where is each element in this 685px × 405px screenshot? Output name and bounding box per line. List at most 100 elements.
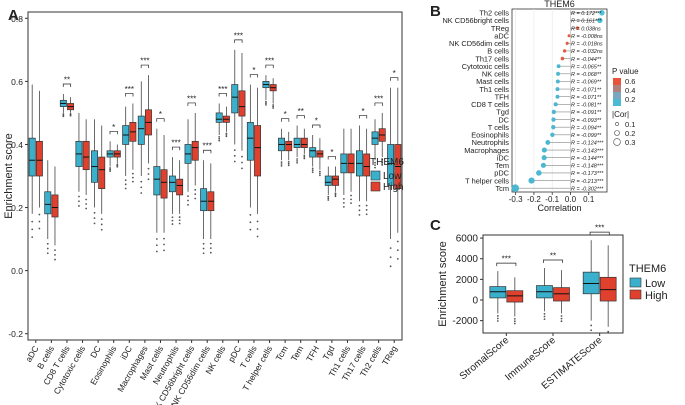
outlier-point [350, 194, 352, 197]
significance-bracket [125, 93, 134, 97]
outlier-point [38, 213, 41, 216]
cor-legend-label: 0.1 [625, 120, 635, 129]
box-iqr [51, 194, 59, 218]
box-iqr [363, 153, 371, 177]
outlier-point [560, 315, 563, 317]
outlier-point [38, 227, 41, 230]
cell-type-label: pDC [494, 169, 509, 178]
box-iqr [387, 144, 395, 186]
lollipop-item: Th2 cells R = 0.172*** [479, 9, 605, 18]
panel-b-letter: B [430, 3, 441, 20]
cor-legend-circle [615, 122, 619, 126]
significance-label: *** [502, 255, 511, 264]
box-iqr [332, 175, 339, 186]
high-box [238, 53, 246, 170]
panel-c-plot-area [482, 234, 624, 334]
legend-high-swatch [629, 289, 642, 300]
outlier-point [85, 198, 88, 201]
outlier-point [265, 102, 267, 105]
cell-type-label: T cells [488, 123, 510, 132]
outlier-point [62, 115, 65, 118]
significance-label: *** [595, 224, 604, 233]
outlier-point [280, 165, 283, 167]
outlier-point [31, 228, 34, 231]
correlation-label: R = -0.071** [571, 87, 602, 93]
outlier-point [272, 107, 275, 109]
panel-b-plot-area [511, 8, 608, 193]
significance-bracket [312, 124, 321, 128]
outlier-point [256, 220, 259, 223]
low-box [293, 125, 301, 164]
significance-label: *** [125, 85, 134, 94]
correlation-label: R = 0.172*** [571, 11, 602, 17]
outlier-point [163, 237, 165, 240]
correlation-label: R = -0.124*** [571, 141, 604, 147]
lollipop-item: Th17 cells R = -0.044** [475, 54, 602, 63]
correlation-label: R = -0.071** [571, 95, 602, 101]
cell-type-label: Tcm [495, 184, 509, 193]
outlier-point [311, 169, 314, 172]
cell-type-label: Tgd [496, 108, 509, 117]
lollipop-point [551, 125, 556, 130]
outlier-point [38, 220, 41, 223]
high-box [51, 166, 59, 261]
outlier-point [202, 252, 205, 255]
lollipop-item: Mast cells R = -0.069** [476, 77, 602, 86]
box-iqr [153, 166, 161, 196]
panel-b-lollipop: THEM6 Th2 cells R = 0.172***NK CD56bright… [442, 0, 639, 213]
significance-label: * [361, 107, 364, 116]
outlier-point [124, 183, 127, 186]
high-box [506, 277, 524, 325]
outlier-point [78, 205, 80, 207]
lollipop-item: Tcm R = -0.302*** [495, 184, 604, 193]
high-box [332, 166, 339, 198]
outlier-point [249, 221, 252, 224]
correlation-label: R = -0.065** [571, 64, 602, 70]
outlier-point [265, 103, 267, 106]
pvalue-gradient-segment [613, 78, 621, 85]
outlier-point [560, 317, 563, 320]
correlation-label: R = -0.032ns [571, 49, 603, 55]
outlier-point [334, 192, 337, 195]
outlier-point [124, 187, 127, 190]
significance-bracket [187, 102, 196, 106]
correlation-label: R = -0.081** [571, 103, 602, 109]
pvalue-gradient-segment [613, 92, 621, 99]
outlier-point [116, 165, 119, 168]
outlier-point [209, 242, 212, 245]
box-iqr [553, 287, 570, 302]
outlier-point [171, 219, 174, 222]
outlier-point [46, 252, 49, 255]
outlier-point [31, 220, 34, 223]
significance-label: * [252, 66, 255, 75]
lollipop-item: pDC R = -0.173*** [494, 169, 604, 178]
y-tick-label: 0.2 [11, 203, 23, 213]
high-box [67, 97, 75, 117]
outlier-point [365, 209, 368, 211]
low-box [168, 157, 176, 225]
outlier-point [296, 158, 299, 160]
cell-type-label: NK CD56dim cells [449, 39, 509, 48]
outlier-point [194, 197, 197, 200]
high-box [145, 75, 152, 181]
cell-type-label: TFH [495, 92, 509, 101]
outlier-point [109, 167, 112, 169]
cell-type-label: CD8 T cells [471, 100, 509, 109]
box-iqr [137, 115, 145, 145]
outlier-point [46, 242, 49, 245]
box-iqr [489, 286, 507, 299]
outlier-point [155, 244, 158, 247]
outlier-point [31, 236, 34, 239]
box-iqr [160, 169, 168, 199]
outlier-point [194, 188, 197, 191]
box-iqr [246, 122, 254, 161]
cell-type-label: NK CD56bright cells [442, 16, 509, 25]
low-box [278, 128, 285, 167]
outlier-point [396, 240, 399, 243]
outlier-point [607, 330, 610, 333]
significance-bracket [265, 64, 274, 69]
correlation-label: R = -0.018ns [571, 42, 603, 48]
low-box [137, 81, 145, 194]
correlation-label: R = -0.008ns [571, 34, 603, 40]
